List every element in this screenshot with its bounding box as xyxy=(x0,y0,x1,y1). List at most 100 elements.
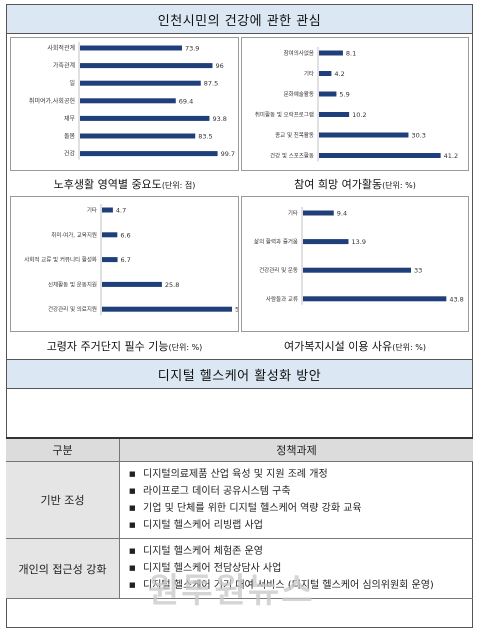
header-category: 구분 xyxy=(6,437,120,462)
category-label: 종교 및 친목활동 xyxy=(275,131,314,139)
data-label: 8.1 xyxy=(346,50,356,58)
chart-title: 여가복지시설 이용 사유 xyxy=(283,340,393,353)
bar xyxy=(319,153,441,158)
category-label: 기타 xyxy=(304,70,314,78)
data-label: 93.8 xyxy=(212,115,226,123)
table-cell-tasks: ■ 디지털 헬스케어 체험존 운영 ■ 디지털 헬스케어 전담상담사 사업 ■ 디지털 헬… xyxy=(119,538,473,599)
chart-title: 고령자 주거단지 필수 기능 xyxy=(46,340,169,353)
task-text: 디지털 헬스케어 체험존 운영 xyxy=(143,546,263,557)
bar xyxy=(80,151,218,157)
list-item: ■ 디지털 헬스케어 전담상담사 사업 xyxy=(129,560,472,577)
category-label: 취미활동 및 오락프로그램 xyxy=(255,111,314,119)
category-label: 돌봄 xyxy=(64,133,76,140)
data-label: 69.4 xyxy=(179,97,193,105)
policy-table: 구분 정책과제 기반 조성 ■ 디지털의료제품 산업 육성 및 지원 조례 개정 ■ 라… xyxy=(6,437,473,599)
task-text: 기업 및 단체를 위한 디지털 헬스케어 역량 강화 교육 xyxy=(143,503,362,514)
data-label: 6.7 xyxy=(121,256,131,264)
category-label: 일 xyxy=(69,79,75,87)
data-label: 83.5 xyxy=(198,133,212,141)
data-label: 6.6 xyxy=(120,231,130,239)
chart-unit-note: (단위: %) xyxy=(392,343,426,352)
list-item: ■ 디지털 헬스케어 리빙랩 사업 xyxy=(129,517,472,534)
category-label: 삶의 활력과 즐거움 xyxy=(254,238,298,246)
bar xyxy=(319,71,332,76)
data-label: 87.5 xyxy=(204,80,218,88)
chart-caption-leisure-wish: 참여 희망 여가활동(단위: %) xyxy=(241,176,469,192)
header-tasks: 정책과제 xyxy=(119,437,473,462)
table-cell-category: 기반 조성 xyxy=(6,461,120,539)
data-label: 4.7 xyxy=(116,207,126,215)
bar xyxy=(319,132,409,138)
bar xyxy=(102,232,118,238)
chart-life-importance: 사회적관계 73.9 가족관계 96 일 87.5 취미여가,사회공헌 69.4 재무 93.8 돌… xyxy=(29,42,235,160)
category-label: 취미여가,사회공헌 xyxy=(29,97,75,105)
data-label: 41.2 xyxy=(444,152,458,160)
category-label: 신체활동 및 운동지원 xyxy=(48,280,97,288)
chart-leisure-wish: 참여의사없음 8.1 기타 4.2 문화예술활동 5.9 취미활동 및 오락프로그램 10.2… xyxy=(255,47,458,162)
task-text: 디지털 헬스케어 리빙랩 사업 xyxy=(143,520,263,531)
chart-panel-leisure-wish: 참여의사없음 8.1 기타 4.2 문화예술활동 5.9 취미활동 및 오락프로그램 10.2… xyxy=(241,37,469,171)
section-title-digital-healthcare: 디지털 헬스케어 활성화 방안 xyxy=(6,359,473,389)
bar xyxy=(303,210,334,216)
category-label: 기타 xyxy=(288,209,298,217)
bar xyxy=(319,91,337,97)
task-text: 디지털 헬스케어 기기 대여 서비스 (디지털 헬스케어 심의위원회 운영) xyxy=(143,580,434,591)
data-label: 5.9 xyxy=(339,91,349,99)
category-label: 기타 xyxy=(87,206,97,214)
data-label: 25.8 xyxy=(165,281,179,289)
bullet-icon: ■ xyxy=(129,547,136,555)
chart-unit-note: (단위: %) xyxy=(382,181,416,190)
bullet-icon: ■ xyxy=(129,581,136,589)
category-label: 참여의사없음 xyxy=(284,49,314,57)
bar xyxy=(102,207,113,213)
bar xyxy=(80,63,213,69)
data-label: 30.3 xyxy=(411,132,425,140)
category-label: 사회적관계 xyxy=(47,44,75,52)
bar xyxy=(303,267,411,273)
task-list: ■ 디지털 헬스케어 체험존 운영 ■ 디지털 헬스케어 전담상담사 사업 ■ 디지털 헬… xyxy=(121,540,472,597)
chart-panel-housing-function: 기타 4.7 취미·여가, 교육지원 6.6 사회적 교류 및 커뮤니티 활성화 6.7 신… xyxy=(10,196,243,332)
section-title-health-interest: 인천시민의 건강에 관한 관심 xyxy=(6,4,473,34)
task-text: 디지털 헬스케어 전담상담사 사업 xyxy=(143,563,282,574)
chart-welfare-reason: 기타 9.4 삶의 활력과 즐거움 13.9 건강관리 및 운동 33 사람들과 교류 43.… xyxy=(254,207,464,305)
bar xyxy=(80,98,176,104)
category-label: 가족관계 xyxy=(53,62,75,70)
bullet-icon: ■ xyxy=(129,504,136,512)
bullet-icon: ■ xyxy=(129,487,136,495)
chart-unit-note: (단위: %) xyxy=(168,343,203,352)
bar xyxy=(80,45,182,51)
data-label: 10.2 xyxy=(352,111,366,119)
chart-panel-life-importance: 사회적관계 73.9 가족관계 96 일 87.5 취미여가,사회공헌 69.4 재무 93.8 돌… xyxy=(10,37,239,171)
data-label: 73.9 xyxy=(185,45,199,53)
chart-title: 노후생활 영역별 중요도 xyxy=(53,178,162,191)
bullet-icon: ■ xyxy=(129,521,136,529)
data-label: 4.2 xyxy=(334,70,344,78)
bar xyxy=(102,257,118,263)
bar xyxy=(80,115,210,121)
list-item: ■ 디지털 헬스케어 기기 대여 서비스 (디지털 헬스케어 심의위원회 운영) xyxy=(129,577,472,594)
bullet-icon: ■ xyxy=(129,564,136,572)
category-label: 취미·여가, 교육지원 xyxy=(51,231,97,239)
category-label: 건강 xyxy=(64,150,76,158)
bar xyxy=(319,50,343,56)
table-cell-category: 개인의 접근성 강화 xyxy=(6,538,120,599)
chart-title: 참여 희망 여가활동 xyxy=(294,178,383,191)
policy-table-wrap: 구분 정책과제 기반 조성 ■ 디지털의료제품 산업 육성 및 지원 조례 개정 ■ 라… xyxy=(6,437,473,599)
category-label: 사회적 교류 및 커뮤니티 활성화 xyxy=(24,256,97,264)
bar xyxy=(102,306,232,312)
category-label: 문화예술활동 xyxy=(284,90,314,98)
bar xyxy=(319,112,350,117)
task-text: 디지털의료제품 산업 육성 및 지원 조례 개정 xyxy=(143,469,328,480)
chart-panel-welfare-reason: 기타 9.4 삶의 활력과 즐거움 13.9 건강관리 및 운동 33 사람들과 교류 43.… xyxy=(241,196,469,332)
category-label: 건강 및 스포츠활동 xyxy=(270,152,314,160)
task-list: ■ 디지털의료제품 산업 육성 및 지원 조례 개정 ■ 라이프로그 데이터 공유시스… xyxy=(121,463,472,537)
table-row: 개인의 접근성 강화 ■ 디지털 헬스케어 체험존 운영 ■ 디지털 헬스케어 전담상담… xyxy=(6,538,473,599)
list-item: ■ 라이프로그 데이터 공유시스템 구축 xyxy=(129,483,472,500)
bar xyxy=(80,80,201,86)
data-label: 33 xyxy=(414,267,422,275)
chart-caption-housing-function: 고령자 주거단지 필수 기능(단위: %) xyxy=(10,338,239,354)
bar xyxy=(303,296,447,302)
data-label: 43.8 xyxy=(449,295,463,303)
category-label: 사람들과 교류 xyxy=(266,295,298,303)
category-label: 건강관리 및 의료지원 xyxy=(48,305,97,313)
